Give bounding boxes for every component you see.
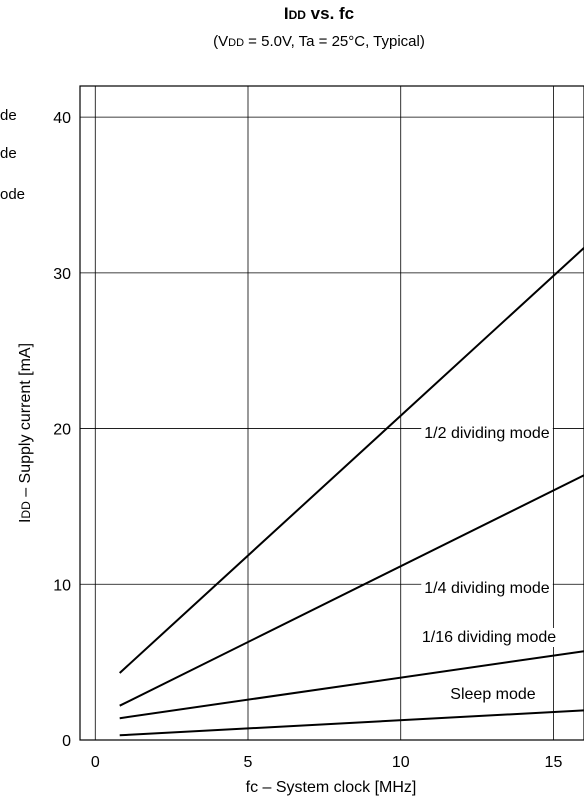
y-tick-label: 40 <box>53 110 71 127</box>
series-label: 1/2 dividing mode <box>424 425 550 442</box>
series-line <box>119 247 584 674</box>
x-tick-label: 5 <box>244 754 253 771</box>
series-label-bg <box>447 685 539 704</box>
grid <box>79 85 584 741</box>
chart-title: IDD vs. fc <box>284 4 354 23</box>
series-label: Sleep mode <box>450 686 535 703</box>
y-tick-label: 10 <box>53 577 71 594</box>
x-tick-label: 0 <box>91 754 100 771</box>
series-line <box>119 474 584 707</box>
y-tick-label: 0 <box>62 733 71 750</box>
y-tick-label: 20 <box>53 422 71 439</box>
series-label: 1/4 dividing mode <box>424 580 550 597</box>
x-tick-label: 10 <box>392 754 410 771</box>
y-tick-label: 30 <box>53 266 71 283</box>
y-axis-label: IDD – Supply current [mA] <box>17 343 34 523</box>
side-fragment: de <box>0 107 17 124</box>
series-label-bg <box>421 424 553 443</box>
series-lines <box>119 247 584 737</box>
plot-frame <box>79 85 584 741</box>
series-label-group: Sleep mode <box>447 685 539 704</box>
side-legend-fragments: de de ode <box>0 107 25 203</box>
series-label-group: 1/16 dividing mode <box>418 628 560 647</box>
series-line <box>119 709 584 737</box>
series-label-group: 1/2 dividing mode <box>421 424 553 443</box>
chart-subtitle: (VDD = 5.0V, Ta = 25°C, Typical) <box>213 33 425 50</box>
series-label-bg <box>418 628 560 647</box>
series-label-bg <box>421 579 553 598</box>
tick-labels: 0 5 10 15 0 10 20 30 40 <box>53 110 562 771</box>
series-line <box>119 650 584 720</box>
side-fragment: de <box>0 145 17 162</box>
x-axis-label: fc – System clock [MHz] <box>246 779 417 796</box>
series-label-group: 1/4 dividing mode <box>421 579 553 598</box>
side-fragment: ode <box>0 186 25 203</box>
series-labels: 1/2 dividing mode 1/4 dividing mode 1/16 d… <box>418 424 560 704</box>
series-label: 1/16 dividing mode <box>422 629 556 646</box>
x-tick-label: 15 <box>545 754 563 771</box>
